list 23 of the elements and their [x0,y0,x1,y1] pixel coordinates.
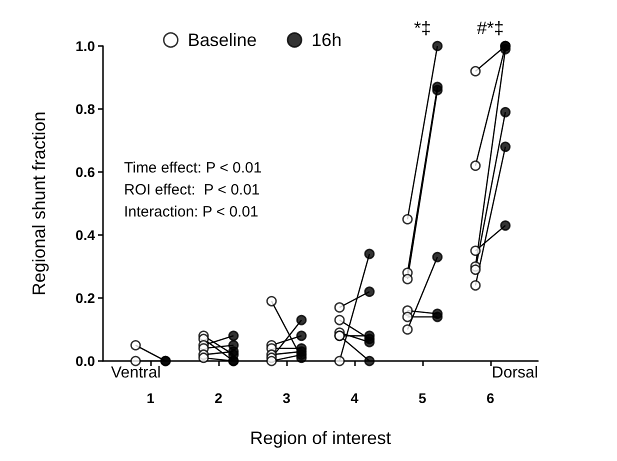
x-tick-label: 1 [146,390,155,406]
text: *‡ [414,18,431,38]
y-axis-title: Regional shunt fraction [29,111,49,296]
x-tick-label: 5 [418,390,427,406]
y-tick-label: 0.2 [76,290,96,306]
annotation: Time effect: P < 0.01 [124,160,262,176]
x-tick-label: 6 [486,390,495,406]
y-tick-label: 0.6 [76,164,96,180]
text: Dorsal [492,364,538,382]
x-tick-label: 4 [350,390,359,406]
text: Ventral [111,364,161,382]
legend-label: 16h [312,30,342,50]
y-tick-label: 0.0 [76,353,96,369]
annotation: ROI effect: P < 0.01 [124,182,260,198]
text: #*‡ [476,18,504,38]
x-axis-title: Region of interest [250,428,392,448]
annotation: Interaction: P < 0.01 [124,204,258,220]
x-tick-label: 3 [282,390,291,406]
y-tick-label: 1.0 [76,38,96,54]
legend-label: Baseline [188,30,257,50]
y-tick-label: 0.8 [76,101,96,117]
y-tick-label: 0.4 [76,227,96,243]
x-tick-label: 2 [214,390,223,406]
